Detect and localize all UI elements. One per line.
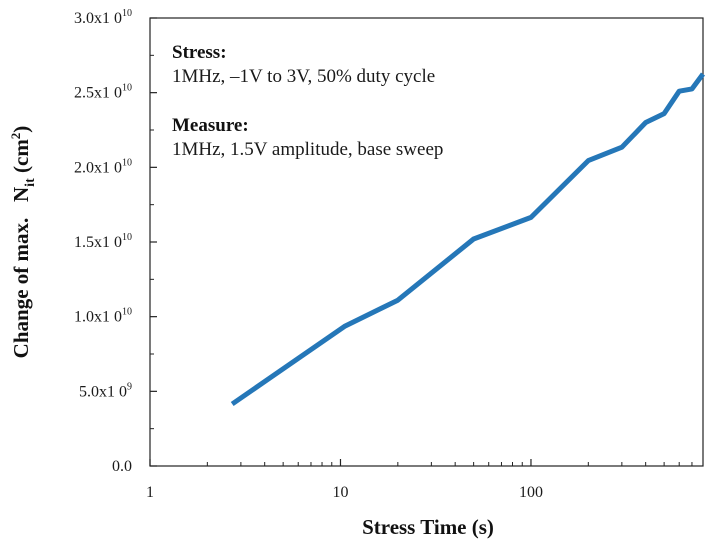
y-tick-label: 1.0x1 010 <box>74 307 132 326</box>
x-tick-label: 100 <box>519 484 543 501</box>
y-axis-title: Change of max. Nit (cm2) <box>8 126 38 359</box>
x-tick-label: 1 <box>146 484 154 501</box>
x-tick-label: 10 <box>332 484 348 501</box>
y-tick-label: 0.0 <box>112 458 132 475</box>
annotation-measure-detail: 1MHz, 1.5V amplitude, base sweep <box>172 139 443 160</box>
y-tick-label: 2.0x1 010 <box>74 157 132 176</box>
annotation-stress-detail: 1MHz, –1V to 3V, 50% duty cycle <box>172 66 435 87</box>
y-tick-label: 1.5x1 010 <box>74 232 132 251</box>
annotation-stress-heading: Stress: <box>172 42 227 63</box>
x-axis-title: Stress Time (s) <box>362 515 494 539</box>
y-tick-label: 3.0x1 010 <box>74 8 132 27</box>
x-axis-ticks: 1 10 100 <box>146 459 704 501</box>
series-line-0 <box>230 72 706 407</box>
y-tick-label: 2.5x1 010 <box>74 83 132 102</box>
y-axis-ticks: 0.0 5.0x1 09 1.0x1 010 1.5x1 010 2.0x1 010 2.… <box>74 8 157 475</box>
y-tick-label: 5.0x1 09 <box>79 381 132 400</box>
annotation-measure-heading: Measure: <box>172 115 249 136</box>
series-layer <box>230 72 706 407</box>
